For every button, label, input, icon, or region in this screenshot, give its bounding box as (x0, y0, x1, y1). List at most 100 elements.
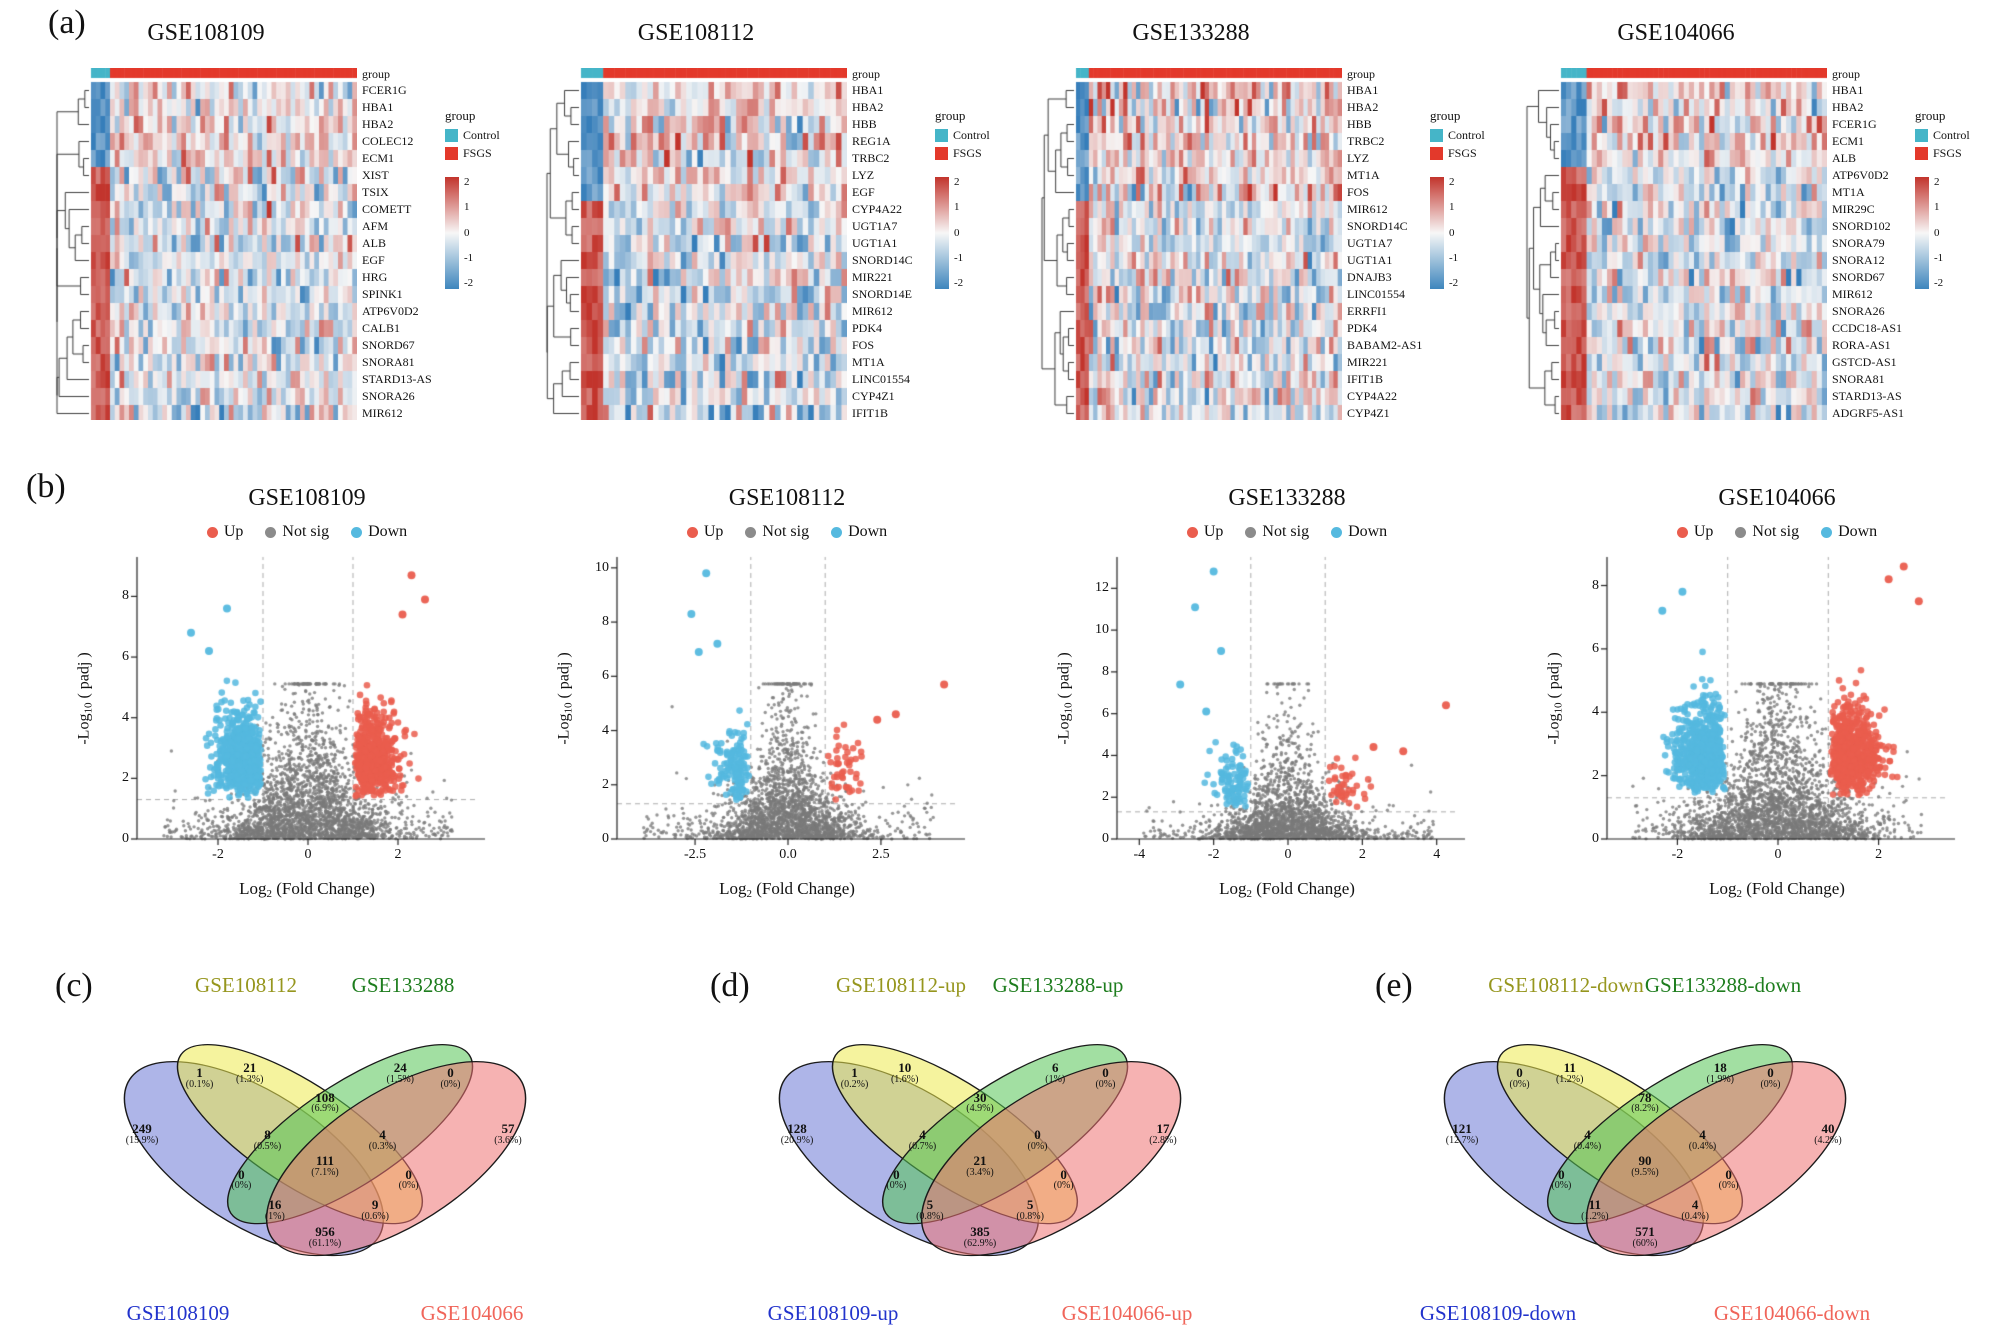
venn-region-percent: (0.6%) (361, 1210, 389, 1222)
venn-region-count: 11 (1563, 1059, 1576, 1075)
gene-label: UGT1A7 (852, 219, 898, 233)
x-tick-label: -2 (1207, 847, 1220, 862)
legend-swatch (445, 129, 458, 142)
venn-region-percent: (0%) (886, 1180, 907, 1192)
venn-region-percent: (8.2%) (1631, 1103, 1659, 1115)
venn-region-percent: (60%) (1632, 1237, 1658, 1249)
legend-item-Not sig: Not sig (265, 523, 329, 541)
panel-letter-b: (b) (26, 468, 66, 505)
venn-region-count: 1 (851, 1065, 858, 1081)
gene-label: HBA1 (1832, 83, 1864, 97)
x-tick-label: -2.5 (683, 847, 707, 862)
legend-item-Control: Control (1915, 128, 1970, 143)
venn-region: 0 (0%) (440, 1066, 460, 1090)
legend-label: Up (703, 523, 724, 540)
gene-label: HBB (852, 117, 877, 131)
x-axis-label: Log2 (Fold Change) (1107, 879, 1467, 900)
venn-region-percent: (2.8%) (1149, 1134, 1177, 1146)
venn-region-count: 121 (1452, 1121, 1472, 1137)
scale-tick: 1 (1449, 201, 1455, 214)
gene-label: UGT1A1 (1347, 253, 1393, 267)
volcano-title: GSE104066 (1718, 485, 1836, 511)
color-scale-ticks: 2 1 0 -1 -2 (464, 177, 473, 289)
legend-label: Up (1203, 523, 1224, 540)
legend-item-Down: Down (351, 523, 407, 541)
legend-label: Down (1838, 523, 1878, 540)
venn-region-percent: (12.7%) (1445, 1134, 1479, 1146)
gene-label: EGF (852, 185, 875, 199)
venn-region-percent: (20.9%) (780, 1134, 814, 1146)
legend-item-FSGS: FSGS (1430, 146, 1485, 161)
volcano-title: GSE133288 (1228, 485, 1346, 511)
legend-dot (1735, 526, 1747, 538)
legend-label: Not sig (1752, 523, 1800, 540)
legend-item-FSGS: FSGS (1915, 146, 1970, 161)
scale-tick: -1 (1934, 251, 1944, 264)
venn-region: 1 (0.1%) (186, 1066, 214, 1090)
venn-region-labels: 11 (1.2%) 18 (1.9%) 78 (8.2%) 0 (0%) 0 (0%) 121 (12… (1415, 1005, 1875, 1293)
venn-region-count: 0 (238, 1166, 245, 1182)
legend-swatch (935, 147, 948, 160)
y-axis-label-sub: 10 (1552, 702, 1565, 714)
gene-label: SNORA26 (362, 389, 415, 403)
gene-label: IFIT1B (1347, 372, 1383, 386)
venn-region-percent: (0%) (398, 1180, 419, 1192)
volcano-legend: Up Not sig Down (127, 523, 487, 541)
y-tick-label: 6 (122, 649, 129, 665)
x-tick-label: 0 (1284, 847, 1292, 862)
scale-tick: 2 (1934, 176, 1940, 188)
venn-region-count: 90 (1638, 1153, 1652, 1169)
gene-label: TRBC2 (852, 151, 890, 165)
gene-label: PDK4 (1347, 321, 1378, 335)
x-tick-label: -4 (1133, 847, 1146, 862)
venn-region: 5 (0.8%) (1016, 1198, 1044, 1222)
venn-region-percent: (0.7%) (908, 1140, 937, 1152)
venn-region-percent: (1.9%) (1706, 1073, 1735, 1085)
legend-label: Control (953, 128, 990, 142)
gene-label: SNORD14C (1347, 219, 1408, 233)
legend-item-FSGS: FSGS (935, 146, 990, 161)
venn-region-percent: (1.2%) (1581, 1210, 1609, 1222)
gene-label: CYP4A22 (852, 202, 903, 216)
y-tick-label: 10 (595, 559, 609, 575)
venn-region: 4 (0.4%) (1574, 1128, 1602, 1152)
gene-label: HBA1 (852, 83, 884, 97)
annotation-title: group (1347, 67, 1375, 81)
venn-region: 4 (0.3%) (369, 1128, 397, 1152)
venn-region-count: 571 (1635, 1224, 1655, 1240)
legend-swatch (1430, 147, 1443, 160)
y-tick-label: 6 (1592, 640, 1599, 656)
x-tick-label: 2 (1875, 847, 1883, 862)
venn-ellipse-GSE104066 (265, 1061, 527, 1257)
gene-label: PDK4 (852, 321, 883, 335)
venn-region-count: 40 (1821, 1121, 1835, 1137)
legend-label: Control (463, 128, 500, 142)
venn-ellipses (778, 1044, 1182, 1257)
panel-letter-e: (e) (1375, 967, 1413, 1004)
heatmap-title: GSE104066 (1617, 20, 1735, 46)
volcano-canvas (607, 549, 967, 849)
gene-label: CCDC18-AS1 (1832, 321, 1903, 335)
venn-region-percent: (0.5%) (253, 1140, 282, 1152)
venn-ellipses (123, 1044, 527, 1257)
scale-tick: -2 (464, 277, 474, 289)
venn-region-percent: (1%) (264, 1210, 285, 1222)
venn-ellipse-GSE104066-down (1585, 1061, 1847, 1257)
venn-region-percent: (0.1%) (185, 1078, 214, 1090)
volcano-block-GSE108112: GSE108112 Up Not sig Down 0 2 4 6 8 10 -2.5 0.0 2.5 -… (535, 485, 995, 915)
volcano-canvas (127, 549, 487, 849)
y-axis-label-pre: -Log (1545, 713, 1563, 745)
volcano-title: GSE108112 (728, 485, 846, 511)
y-tick-label: 2 (122, 770, 129, 786)
venn-region-count: 0 (1034, 1127, 1041, 1143)
legend-label: FSGS (463, 146, 492, 160)
venn-set-label-GSE108112-down: GSE108112-down (1488, 973, 1644, 997)
legend-item-FSGS: FSGS (445, 146, 500, 161)
venn-region: 17 (2.8%) (1149, 1122, 1177, 1146)
legend-item-Up: Up (206, 523, 243, 541)
venn-region-count: 0 (1516, 1065, 1523, 1081)
venn-region: 4 (0.4%) (1689, 1128, 1717, 1152)
gene-label: EGF (362, 253, 385, 267)
venn-region-percent: (0.4%) (1573, 1140, 1602, 1152)
